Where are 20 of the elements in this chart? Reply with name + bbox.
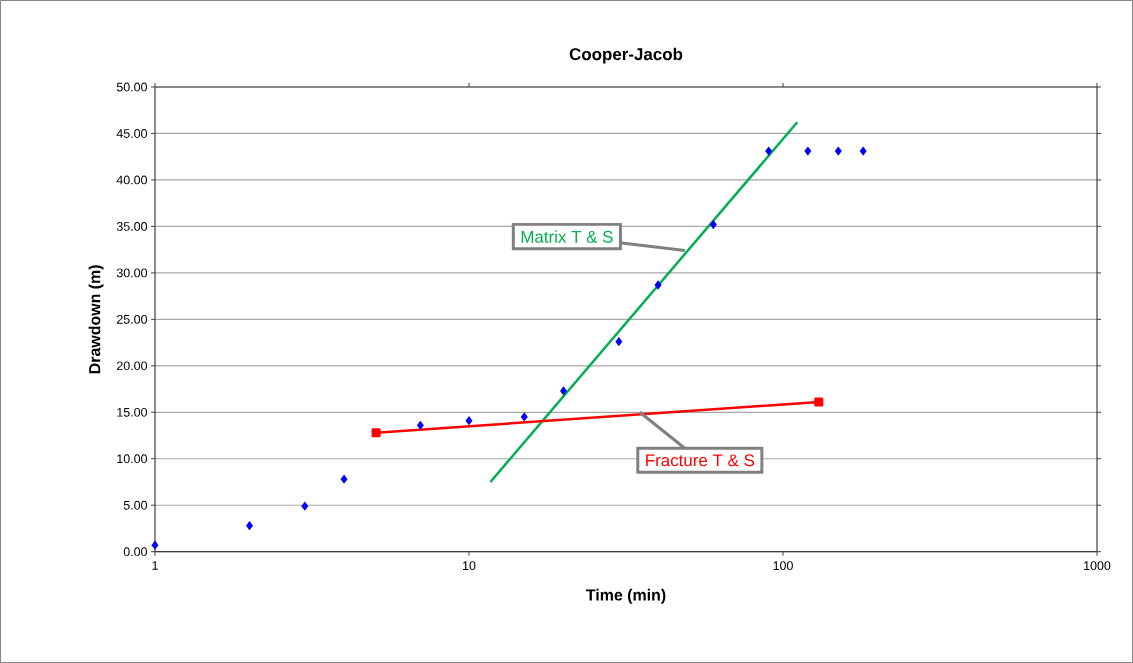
x-tick-label: 100: [773, 561, 793, 571]
y-tick-label: 50.00: [116, 82, 148, 92]
annotation: Matrix T & S: [521, 230, 613, 243]
annotation: Fracture T & S: [646, 454, 755, 467]
chart-title: Cooper-Jacob: [569, 47, 683, 64]
y-tick-label: 5.00: [123, 500, 148, 510]
x-tick-label: 10: [463, 561, 476, 571]
x-tick-label: 1: [152, 561, 158, 570]
y-tick-label: 20.00: [116, 361, 148, 371]
y-axis-title: Drawdown (m): [88, 265, 104, 374]
y-tick-label: 25.00: [116, 314, 148, 324]
x-tick-label: 1000: [1084, 561, 1111, 571]
y-tick-label: 45.00: [116, 129, 148, 138]
y-tick-label: 35.00: [116, 222, 148, 231]
y-tick-label: 40.00: [116, 175, 148, 185]
x-axis-title: Time (min): [586, 588, 666, 604]
y-tick-label: 0.00: [123, 547, 148, 557]
y-tick-label: 15.00: [117, 407, 148, 417]
y-tick-label: 30.00: [116, 268, 148, 278]
y-tick-label: 10.00: [117, 454, 148, 464]
